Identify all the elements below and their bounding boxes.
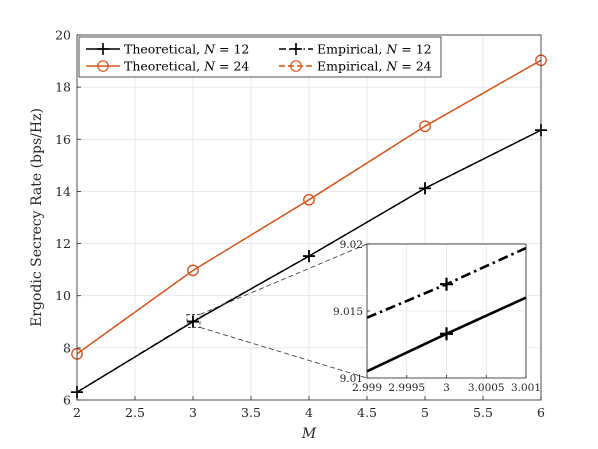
- legend-entry: Theoretical, N = 24: [86, 59, 249, 74]
- x-tick-label: 5.5: [473, 405, 493, 420]
- inset-zoom-plot: 2.999 2.9995 3 3.0005 3.001 9.01 9.015 9.02: [333, 239, 541, 394]
- data-point: [419, 120, 431, 133]
- legend-label: Theoretical, N = 24: [124, 59, 249, 74]
- y-tick-label: 10: [55, 288, 71, 303]
- x-tick-label: 5: [421, 405, 429, 420]
- circle-marker: [187, 264, 199, 277]
- legend-label-variable: N: [385, 59, 398, 74]
- inset-x-tick-label: 3: [443, 382, 450, 394]
- inset-y-tick-label: 9.01: [340, 373, 363, 385]
- legend-label-prefix: Theoretical,: [124, 59, 204, 74]
- series-line: [76, 129, 542, 393]
- y-tick-label: 20: [55, 28, 71, 43]
- x-tick-label: 3: [189, 405, 197, 420]
- legend-entries: Theoretical, N = 12 Empirical, N = 12Theo…: [86, 42, 432, 74]
- inset-x-tick-label: 2.9995: [388, 382, 425, 394]
- legend-label-variable: N: [203, 42, 216, 57]
- x-tick-label: 3.5: [241, 405, 261, 420]
- circle-marker: [419, 120, 431, 133]
- legend-entry: Empirical, N = 12: [279, 42, 432, 57]
- y-tick-label: 18: [55, 80, 71, 95]
- main-plot-area: 2 2.5 3 3.5 4 4.5 5 5.5 6 6 8 10 12 14 16 18 20: [55, 28, 547, 421]
- x-axis-label: M: [301, 426, 317, 442]
- zoom-indicator: [186, 243, 368, 379]
- y-tick-label: 8: [63, 340, 71, 355]
- main-ticks: 2 2.5 3 3.5 4 4.5 5 5.5 6 6 8 10 12 14 16 18 20: [55, 28, 545, 421]
- inset-data-point: [440, 277, 453, 291]
- inset-ticks: 2.999 2.9995 3 3.0005 3.001 9.01 9.015 9.02: [333, 239, 541, 394]
- y-tick-label: 14: [55, 184, 71, 199]
- circle-marker: [290, 60, 302, 72]
- data-point: [303, 250, 315, 263]
- x-tick-label: 4.5: [357, 405, 377, 420]
- legend-box: [78, 36, 442, 78]
- y-axis-label: Ergodic Secrecy Rate (bps/Hz): [29, 108, 45, 327]
- legend-label-variable: N: [385, 42, 398, 57]
- circle-marker: [303, 193, 315, 206]
- legend-label-suffix: = 24: [215, 59, 249, 74]
- data-point: [419, 182, 431, 195]
- y-tick-label: 6: [63, 393, 71, 408]
- legend-label-prefix: Empirical,: [317, 59, 386, 74]
- legend-label-suffix: = 12: [397, 42, 431, 57]
- y-tick-label: 12: [55, 236, 71, 251]
- legend-label-suffix: = 12: [215, 42, 249, 57]
- legend-label-suffix: = 24: [397, 59, 431, 74]
- legend-label-prefix: Theoretical,: [124, 42, 204, 57]
- inset-x-tick-label: 3.001: [511, 382, 541, 394]
- legend-label: Theoretical, N = 12: [124, 42, 249, 57]
- legend-entry: Theoretical, N = 12: [86, 42, 249, 57]
- x-tick-label: 2.5: [125, 405, 145, 420]
- legend: Theoretical, N = 12 Empirical, N = 12Theo…: [78, 36, 442, 78]
- y-tick-label: 16: [55, 132, 71, 147]
- x-tick-label: 6: [537, 405, 545, 420]
- series-line: [76, 59, 542, 355]
- inset-y-tick-label: 9.02: [340, 239, 363, 251]
- data-point: [303, 193, 315, 206]
- inset-data-point: [440, 327, 453, 341]
- x-tick-label: 4: [305, 405, 313, 420]
- zoom-box: [186, 313, 201, 328]
- inset-series-group: [366, 246, 527, 373]
- legend-entry: Empirical, N = 24: [279, 59, 432, 74]
- zoom-connector: [199, 327, 368, 379]
- legend-label-variable: N: [203, 59, 216, 74]
- inset-x-tick-label: 2.999: [352, 382, 382, 394]
- legend-label: Empirical, N = 12: [317, 42, 432, 57]
- legend-label-prefix: Empirical,: [317, 42, 386, 57]
- zoom-connector: [199, 243, 368, 315]
- inset-x-tick-label: 3.0005: [468, 382, 505, 394]
- data-point: [187, 315, 199, 328]
- circle-marker: [97, 60, 109, 72]
- inset-y-tick-label: 9.015: [333, 306, 363, 318]
- legend-label: Empirical, N = 24: [317, 59, 432, 74]
- data-point: [187, 264, 199, 277]
- x-tick-label: 2: [73, 405, 81, 420]
